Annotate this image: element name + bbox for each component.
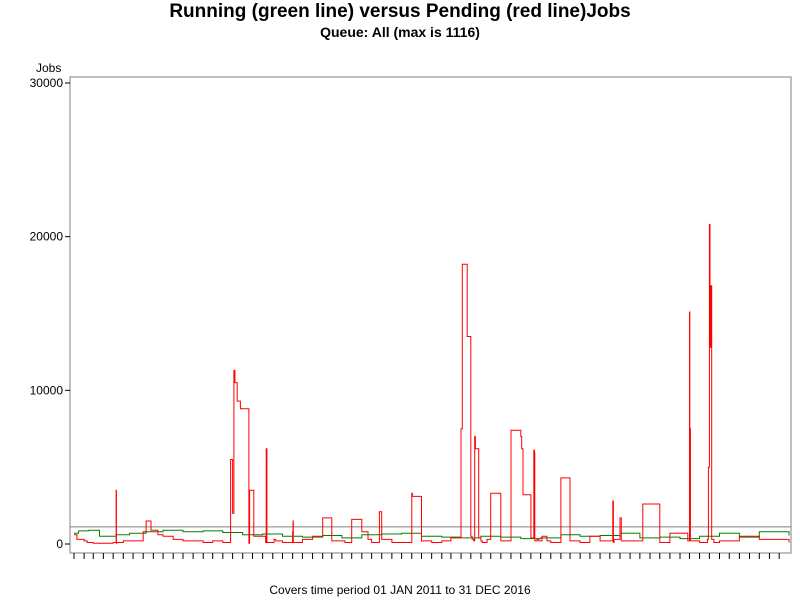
y-tick-label: 10000 xyxy=(30,383,64,397)
plot-frame xyxy=(69,76,792,554)
chart-subtitle: Queue: All (max is 1116) xyxy=(320,24,480,40)
y-tick-label: 30000 xyxy=(30,76,64,90)
series-layer xyxy=(74,223,790,544)
chart-footer: Covers time period 01 JAN 2011 to 31 DEC… xyxy=(269,583,531,597)
chart-title: Running (green line) versus Pending (red… xyxy=(169,1,631,22)
y-tick-label: 0 xyxy=(56,537,63,551)
y-tick-label: 20000 xyxy=(30,230,64,244)
y-axis-label: Jobs xyxy=(36,61,61,75)
pending-jobs-line xyxy=(74,223,790,544)
y-axis: 0 10000 20000 30000 xyxy=(30,76,70,551)
x-axis xyxy=(73,553,780,559)
running-jobs-line xyxy=(74,529,790,540)
